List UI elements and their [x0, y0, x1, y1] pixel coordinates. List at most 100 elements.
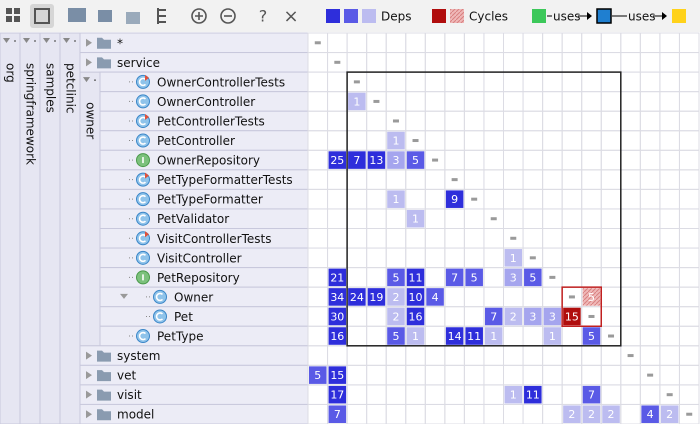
diagonal-marker — [314, 41, 321, 45]
row-label: OwnerController — [157, 95, 255, 109]
cell-fill — [328, 268, 347, 287]
row-header — [79, 384, 309, 405]
legend-arrowhead — [587, 12, 592, 20]
diagonal-marker — [392, 119, 399, 123]
cell-fill — [406, 327, 425, 345]
cell-value: 11 — [526, 389, 540, 402]
class-icon — [136, 250, 150, 265]
cell-fill — [426, 288, 444, 306]
row-header — [99, 306, 309, 327]
cell-fill — [387, 190, 405, 208]
cell-fill — [445, 268, 464, 287]
cell-value: 5 — [392, 330, 399, 343]
cell-fill — [582, 288, 601, 306]
cell-value: 7 — [451, 271, 458, 284]
cell-fill — [387, 131, 405, 150]
icon-glyph — [155, 292, 164, 302]
cell-value: 5 — [314, 369, 321, 382]
cell-value: 1 — [412, 330, 419, 343]
cycle-block — [561, 286, 603, 327]
tree-dot — [54, 40, 56, 42]
cell-fill — [582, 405, 601, 423]
row-header — [79, 345, 309, 366]
help-button[interactable]: ? — [259, 7, 268, 26]
cell-fill — [328, 307, 347, 326]
cell-value: 3 — [510, 271, 517, 284]
icon-glyph — [138, 331, 147, 341]
row-label: PetTypeFormatter — [157, 193, 263, 207]
row-header — [79, 52, 309, 73]
cell-value: 11 — [467, 330, 481, 343]
cell-value: 2 — [510, 310, 517, 323]
cell-fill — [524, 268, 542, 287]
cell-fill — [367, 151, 386, 169]
expand-arrow — [3, 38, 10, 43]
diagonal-marker — [666, 393, 673, 397]
legend-swatch — [326, 9, 340, 23]
cell-fill — [504, 385, 523, 404]
legend-swatch — [362, 9, 376, 23]
folder-icon — [97, 350, 111, 362]
cell-value: 2 — [392, 310, 399, 323]
cell-value: 15 — [565, 310, 579, 323]
diagonal-marker — [353, 80, 360, 84]
diagonal-marker — [647, 373, 654, 377]
cell-value: 14 — [448, 330, 462, 343]
diagonal-marker — [627, 354, 634, 358]
package-column — [0, 32, 21, 424]
cell-value: 3 — [549, 310, 556, 323]
cell-value: 3 — [529, 310, 536, 323]
legend-arrowhead — [662, 12, 667, 20]
cell-fill — [328, 385, 347, 404]
test-badge — [145, 74, 149, 81]
cell-value: 11 — [409, 271, 423, 284]
cell-fill — [543, 327, 562, 345]
close-button[interactable]: × — [283, 6, 298, 27]
cell-fill — [328, 327, 347, 345]
diagonal-marker — [373, 99, 380, 103]
cell-fill — [406, 307, 425, 326]
cell-fill — [582, 327, 601, 345]
cell-value: 1 — [353, 95, 360, 108]
cell-value: 16 — [409, 310, 423, 323]
expand-arrow — [63, 38, 70, 43]
expand-arrow — [86, 410, 92, 419]
cell-fill — [367, 288, 386, 306]
cell-value: 4 — [647, 408, 654, 421]
toggle[interactable] — [30, 4, 54, 28]
cell-value: 24 — [350, 291, 364, 304]
row-label: service — [117, 56, 160, 70]
row-label: system — [117, 349, 160, 363]
icon-glyph — [138, 214, 147, 224]
legend-cycles: Cycles — [469, 10, 508, 24]
cell-value: 5 — [588, 330, 595, 343]
diagonal-marker — [451, 178, 458, 182]
row-label: OwnerRepository — [157, 154, 260, 168]
legend-deps: Deps — [381, 10, 412, 24]
cell-value: 10 — [409, 291, 423, 304]
cell-value: 15 — [330, 369, 344, 382]
cell-fill — [445, 190, 464, 208]
tree-dot — [74, 40, 76, 42]
test-badge — [145, 172, 149, 179]
icon-glyph — [138, 175, 147, 184]
icon-glyph — [138, 97, 147, 106]
legend-swatch — [432, 9, 446, 23]
cell-value: 25 — [330, 154, 344, 167]
row-label: PetControllerTests — [157, 114, 265, 128]
cell-fill — [387, 327, 405, 345]
cell-fill — [543, 307, 562, 326]
cell-fill — [406, 288, 425, 306]
row-label: PetValidator — [157, 212, 229, 226]
expand-arrow — [86, 371, 92, 380]
cell-value: 7 — [490, 310, 497, 323]
cell-fill — [484, 327, 503, 345]
tree-dot — [94, 79, 96, 81]
cell-fill — [309, 366, 327, 384]
legend-swatch — [672, 9, 686, 23]
legend-swatch — [344, 9, 358, 23]
icon-glyph — [155, 312, 164, 321]
cell-fill — [328, 366, 347, 384]
cell-fill — [465, 327, 483, 345]
